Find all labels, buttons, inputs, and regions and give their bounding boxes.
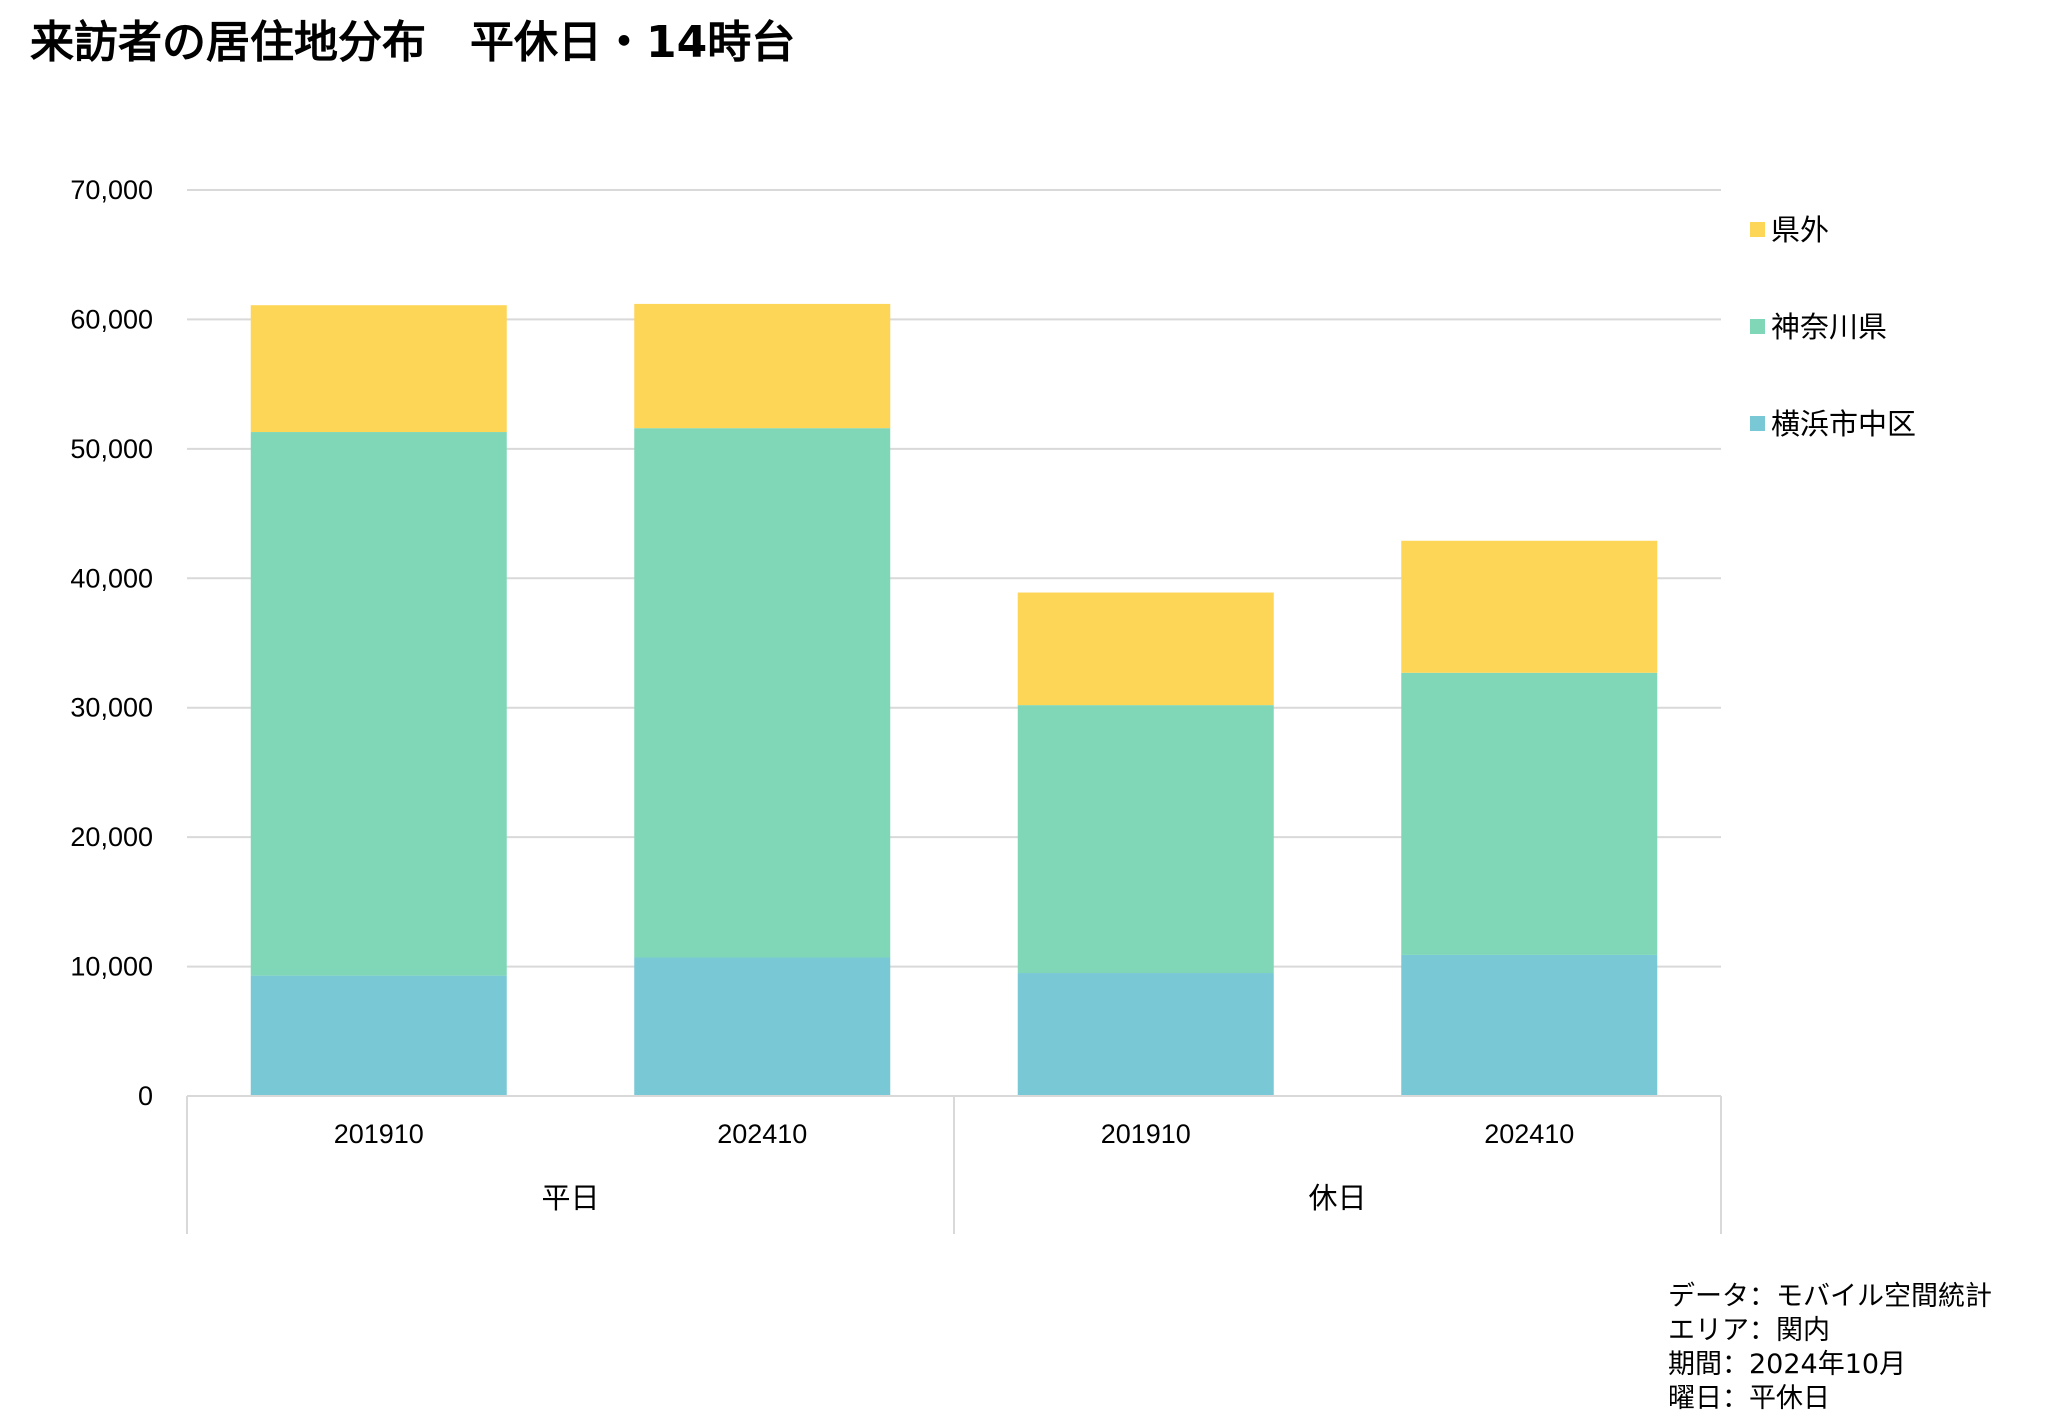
legend-label: 神奈川県: [1771, 310, 1887, 344]
legend-label: 横浜市中区: [1771, 407, 1916, 441]
footnote-day-type: 曜日：平休日: [1668, 1383, 1830, 1414]
legend-label: 県外: [1771, 213, 1829, 247]
legend-swatch: [1750, 319, 1765, 334]
y-tick-label: 30,000: [70, 693, 153, 723]
bar-segment: [1401, 954, 1658, 1096]
x-tick-label: 201910: [334, 1119, 424, 1149]
bar-segment: [1401, 672, 1658, 955]
y-tick-label: 20,000: [70, 822, 153, 852]
bar-segment: [634, 957, 891, 1096]
chart-title: 来訪者の居住地分布 平休日・14時台: [30, 17, 796, 68]
bar-segment: [250, 305, 507, 433]
bars: [250, 303, 1658, 1096]
bar-segment: [1017, 705, 1274, 974]
bar-segment: [1401, 540, 1658, 673]
footnote-period: 期間：2024年10月: [1668, 1349, 1907, 1380]
y-tick-label: 50,000: [70, 434, 153, 464]
bar-segment: [634, 428, 891, 958]
legend-swatch: [1750, 416, 1765, 431]
footnote: データ：モバイル空間統計 エリア：関内 期間：2024年10月 曜日：平休日: [1668, 1280, 1992, 1416]
x-tick-label: 202410: [717, 1119, 807, 1149]
y-tick-label: 60,000: [70, 304, 153, 334]
y-tick-label: 70,000: [70, 175, 153, 205]
group-label: 平日: [541, 1181, 599, 1215]
x-tick-label: 201910: [1101, 1119, 1191, 1149]
x-tick-label: 202410: [1484, 1119, 1574, 1149]
y-tick-label: 0: [138, 1081, 153, 1111]
legend-swatch: [1750, 222, 1765, 237]
axes: 0 10,000 20,000 30,000 40,000 50,000 60,000 70,…: [70, 175, 1722, 1234]
bar-segment: [250, 975, 507, 1096]
bar-segment: [1017, 592, 1274, 706]
y-tick-label: 40,000: [70, 563, 153, 593]
bar-segment: [250, 432, 507, 976]
group-label: 休日: [1308, 1181, 1366, 1215]
bar-segment: [634, 303, 891, 429]
y-tick-label: 10,000: [70, 952, 153, 982]
bar-segment: [1017, 973, 1274, 1096]
footnote-area: エリア：関内: [1668, 1315, 1830, 1346]
footnote-data-source: データ：モバイル空間統計: [1668, 1281, 1992, 1312]
